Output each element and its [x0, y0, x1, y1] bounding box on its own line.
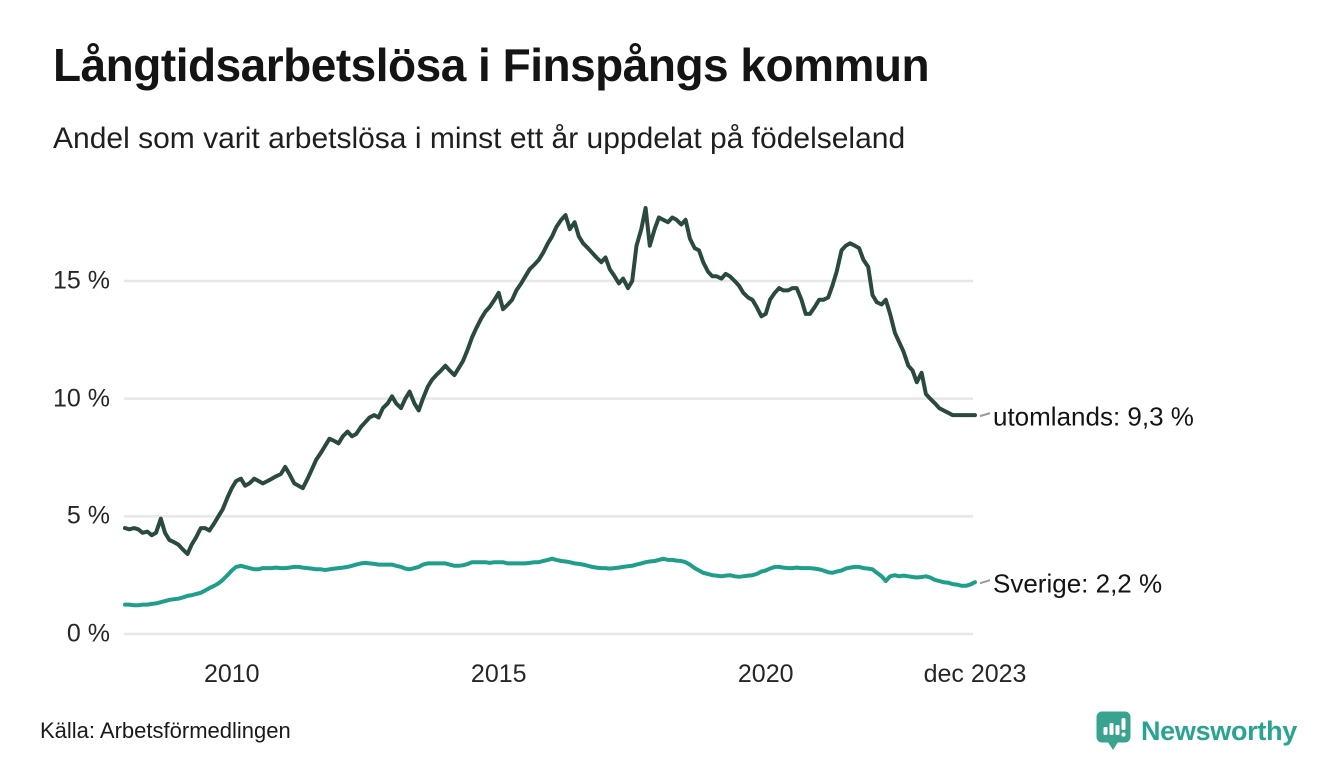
page-subtitle: Andel som varit arbetslösa i minst ett å… — [53, 122, 906, 155]
connector-dash — [979, 412, 991, 418]
y-tick-label: 0 % — [66, 619, 110, 648]
end-label-utomlands: utomlands: 9,3 % — [993, 401, 1194, 432]
brand-logo: Newsworthy — [1095, 710, 1297, 752]
x-tick-label: 2010 — [203, 660, 260, 688]
series-lines — [123, 206, 977, 608]
y-tick-label: 5 % — [66, 501, 110, 530]
gridlines — [124, 279, 973, 636]
newsworthy-icon — [1096, 711, 1131, 750]
series-line-Sverige — [123, 556, 977, 608]
series-line-utomlands — [123, 206, 977, 556]
x-tick-label: dec 2023 — [923, 660, 1027, 688]
end-label-Sverige: Sverige: 2,2 % — [993, 568, 1163, 599]
x-tick-label: 2015 — [470, 660, 527, 688]
source-note: Källa: Arbetsförmedlingen — [40, 718, 291, 743]
brand-name: Newsworthy — [1140, 715, 1297, 746]
x-tick-label: 2020 — [737, 660, 794, 688]
y-tick-label: 15 % — [53, 266, 110, 295]
page-title: Långtidsarbetslösa i Finspångs kommun — [53, 39, 930, 91]
label-connector-dashes — [979, 412, 991, 585]
connector-dash — [979, 579, 991, 585]
y-tick-label: 10 % — [53, 384, 110, 413]
